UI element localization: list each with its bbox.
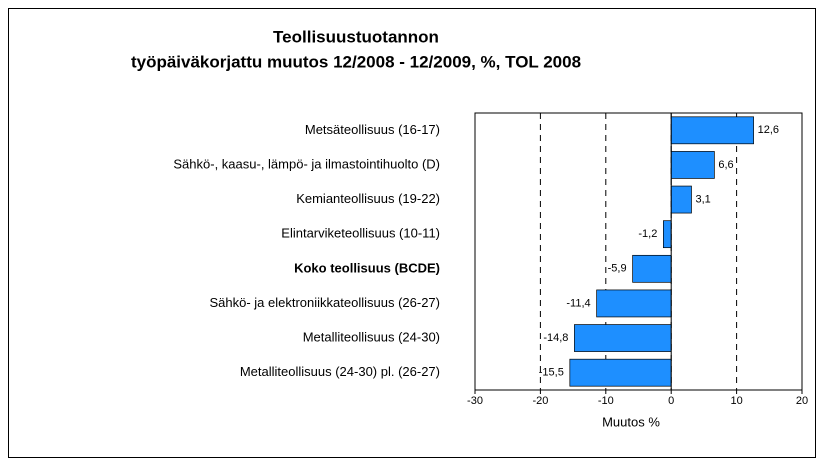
category-label: Elintarviketeollisuus (10-11)	[281, 226, 440, 241]
value-label: -11,4	[566, 297, 590, 309]
x-tick-label: 0	[668, 395, 674, 407]
bar	[663, 220, 672, 249]
bar	[574, 324, 672, 352]
category-label: Kemianteollisuus (19-22)	[296, 191, 440, 206]
x-tick-label: 20	[796, 395, 808, 407]
x-tick-label: -30	[467, 395, 483, 407]
bar	[670, 151, 715, 179]
value-label: -14,8	[543, 332, 568, 344]
category-label: Sähkö-, kaasu-, lämpö- ja ilmastointihuo…	[173, 156, 440, 171]
x-axis-label: Muutos %	[602, 414, 660, 429]
x-tick-label: -20	[532, 395, 548, 407]
x-tick-label: -10	[598, 395, 614, 407]
x-tick-label: 10	[730, 395, 742, 407]
bar	[670, 116, 754, 145]
bar	[596, 289, 672, 318]
category-label: Koko teollisuus (BCDE)	[294, 260, 440, 275]
bar	[632, 254, 672, 283]
category-label: Metalliteollisuus (24-30) pl. (26-27)	[240, 364, 440, 379]
value-label: -1,2	[638, 228, 657, 240]
value-label: -15,5	[539, 367, 564, 379]
value-label: -5,9	[608, 263, 627, 275]
category-label: Metsäteollisuus (16-17)	[305, 122, 440, 137]
category-label: Metalliteollisuus (24-30)	[303, 330, 440, 345]
value-label: 6,6	[718, 159, 733, 171]
value-label: 3,1	[695, 193, 710, 205]
bar	[569, 358, 672, 387]
chart-subtitle: työpäiväkorjattu muutos 12/2008 - 12/200…	[131, 52, 581, 71]
category-label: Sähkö- ja elektroniikkateollisuus (26-27…	[209, 295, 440, 310]
chart-title: Teollisuustuotannon	[273, 27, 439, 46]
value-label: 12,6	[758, 124, 779, 136]
bar	[670, 185, 692, 214]
